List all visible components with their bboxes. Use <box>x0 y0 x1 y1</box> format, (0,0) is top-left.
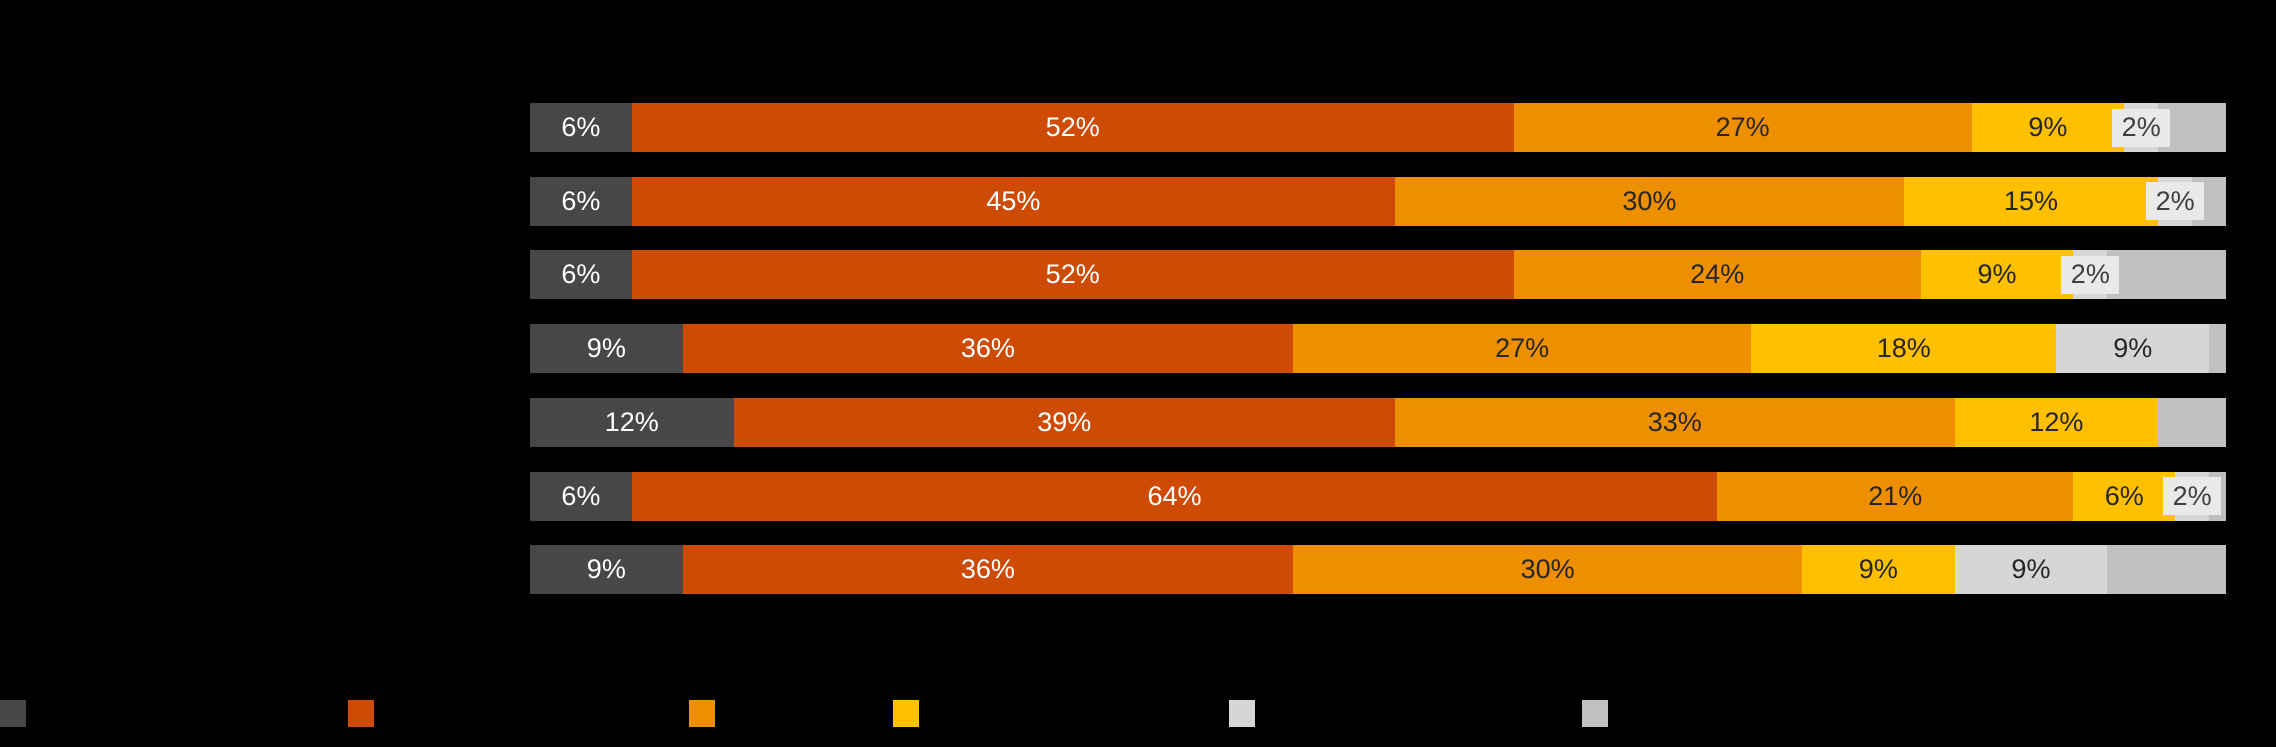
bar-segment-segment-3-orange: 21% <box>1717 471 2074 521</box>
bar-segment-segment-4-yellow: 18% <box>1751 324 2057 374</box>
segment-label: 6% <box>2104 480 2144 511</box>
legend-swatch-segment-5-light-gray <box>1229 700 1255 727</box>
segment-label: 52% <box>1045 112 1100 142</box>
bar-segment-segment-3-orange: 24% <box>1513 250 1921 300</box>
bar-segment-segment-1-dark-gray: 6% <box>530 103 632 152</box>
bar-segment-segment-2-dark-orange: 39% <box>733 397 1395 447</box>
segment-label: 9% <box>2028 112 2068 142</box>
bar-segment-segment-3-orange: 30% <box>1293 545 1802 595</box>
bar-segment-segment-4-yellow: 6% <box>2073 471 2176 521</box>
plot-area: 6% 52% 27% 9% 2% 6% 45% 30% 15% 2% 6% 52% 24% 9% 2% 9% 3… <box>530 103 2226 595</box>
segment-label: 9% <box>586 333 626 364</box>
segment-label: 12% <box>604 406 659 437</box>
bar-segment-segment-3-orange: 30% <box>1394 176 1904 226</box>
legend-swatch-segment-4-yellow <box>893 700 919 727</box>
bar-segment-segment-4-yellow: 9% <box>1971 103 2125 152</box>
bar-row: 9% 36% 30% 9% 9% <box>530 545 2226 595</box>
legend <box>0 700 2276 727</box>
bar-segment-segment-6-medium-gray <box>2107 545 2226 595</box>
bar-segment-segment-2-dark-orange: 52% <box>631 103 1514 152</box>
legend-swatch-segment-1-dark-gray <box>0 700 26 727</box>
segment-label: 39% <box>1037 406 1092 437</box>
segment-label: 52% <box>1045 259 1100 290</box>
segment-label: 6% <box>561 185 601 216</box>
segment-label: 33% <box>1647 406 1702 437</box>
segment-label: 9% <box>2113 333 2153 364</box>
bar-row: 6% 52% 27% 9% 2% <box>530 103 2226 152</box>
segment-label: 12% <box>2029 406 2084 437</box>
legend-swatch-segment-6-medium-gray <box>1582 700 1608 727</box>
segment-label: 21% <box>1868 480 1923 511</box>
segment-label: 9% <box>1858 554 1898 585</box>
segment-label: 27% <box>1495 333 1550 364</box>
bar-segment-segment-2-dark-orange: 36% <box>682 324 1294 374</box>
segment-label: 6% <box>561 259 601 290</box>
boxed-segment-label: 2% <box>2112 108 2171 147</box>
legend-swatch-segment-3-orange <box>689 700 715 727</box>
bar-row: 6% 45% 30% 15% 2% <box>530 176 2226 226</box>
legend-swatch-segment-2-dark-orange <box>348 700 374 727</box>
bar-segment-segment-1-dark-gray: 6% <box>530 176 632 226</box>
segment-label: 36% <box>960 554 1015 585</box>
bar-segment-segment-6-medium-gray <box>2107 250 2226 300</box>
segment-label: 27% <box>1715 112 1770 142</box>
bar-segment-segment-2-dark-orange: 36% <box>682 545 1294 595</box>
bar-segment-segment-4-yellow: 9% <box>1920 250 2074 300</box>
segment-label: 45% <box>986 185 1041 216</box>
segment-label: 24% <box>1690 259 1745 290</box>
boxed-segment-label: 2% <box>2061 255 2120 294</box>
segment-label: 36% <box>960 333 1015 364</box>
bar-segment-segment-3-orange: 27% <box>1513 103 1972 152</box>
bar-segment-segment-2-dark-orange: 64% <box>631 471 1718 521</box>
segment-label: 9% <box>586 554 626 585</box>
bar-segment-segment-1-dark-gray: 9% <box>530 545 683 595</box>
bar-segment-segment-1-dark-gray: 6% <box>530 471 632 521</box>
bar-segment-segment-4-yellow: 15% <box>1903 176 2159 226</box>
bar-segment-segment-4-yellow: 12% <box>1954 397 2159 447</box>
segment-label: 15% <box>2003 185 2058 216</box>
bar-segment-segment-2-dark-orange: 45% <box>631 176 1395 226</box>
boxed-segment-label: 2% <box>2146 182 2205 221</box>
boxed-segment-label: 2% <box>2163 477 2222 515</box>
segment-label: 6% <box>561 112 601 142</box>
bar-segment-segment-4-yellow: 9% <box>1802 545 1955 595</box>
bar-segment-segment-5-light-gray: 9% <box>2056 324 2210 374</box>
bar-segment-segment-1-dark-gray: 9% <box>530 324 683 374</box>
bar-segment-segment-6-medium-gray <box>2209 324 2226 374</box>
bar-row: 6% 64% 21% 6% 2% <box>530 471 2226 521</box>
bar-segment-segment-3-orange: 33% <box>1394 397 1955 447</box>
segment-label: 9% <box>1977 259 2017 290</box>
segment-label: 30% <box>1520 554 1575 585</box>
segment-label: 30% <box>1622 185 1677 216</box>
bar-segment-segment-1-dark-gray: 6% <box>530 250 632 300</box>
bar-segment-segment-5-light-gray: 9% <box>1954 545 2108 595</box>
segment-label: 18% <box>1876 333 1931 364</box>
segment-label: 6% <box>561 480 601 511</box>
bar-row: 6% 52% 24% 9% 2% <box>530 250 2226 300</box>
bar-segment-segment-6-medium-gray <box>2158 397 2226 447</box>
segment-label: 64% <box>1147 480 1202 511</box>
bar-row: 12% 39% 33% 12% <box>530 397 2226 447</box>
bar-segment-segment-2-dark-orange: 52% <box>631 250 1514 300</box>
bar-segment-segment-3-orange: 27% <box>1293 324 1752 374</box>
bar-row: 9% 36% 27% 18% 9% <box>530 324 2226 374</box>
segment-label: 9% <box>2011 554 2051 585</box>
bar-segment-segment-1-dark-gray: 12% <box>530 397 734 447</box>
